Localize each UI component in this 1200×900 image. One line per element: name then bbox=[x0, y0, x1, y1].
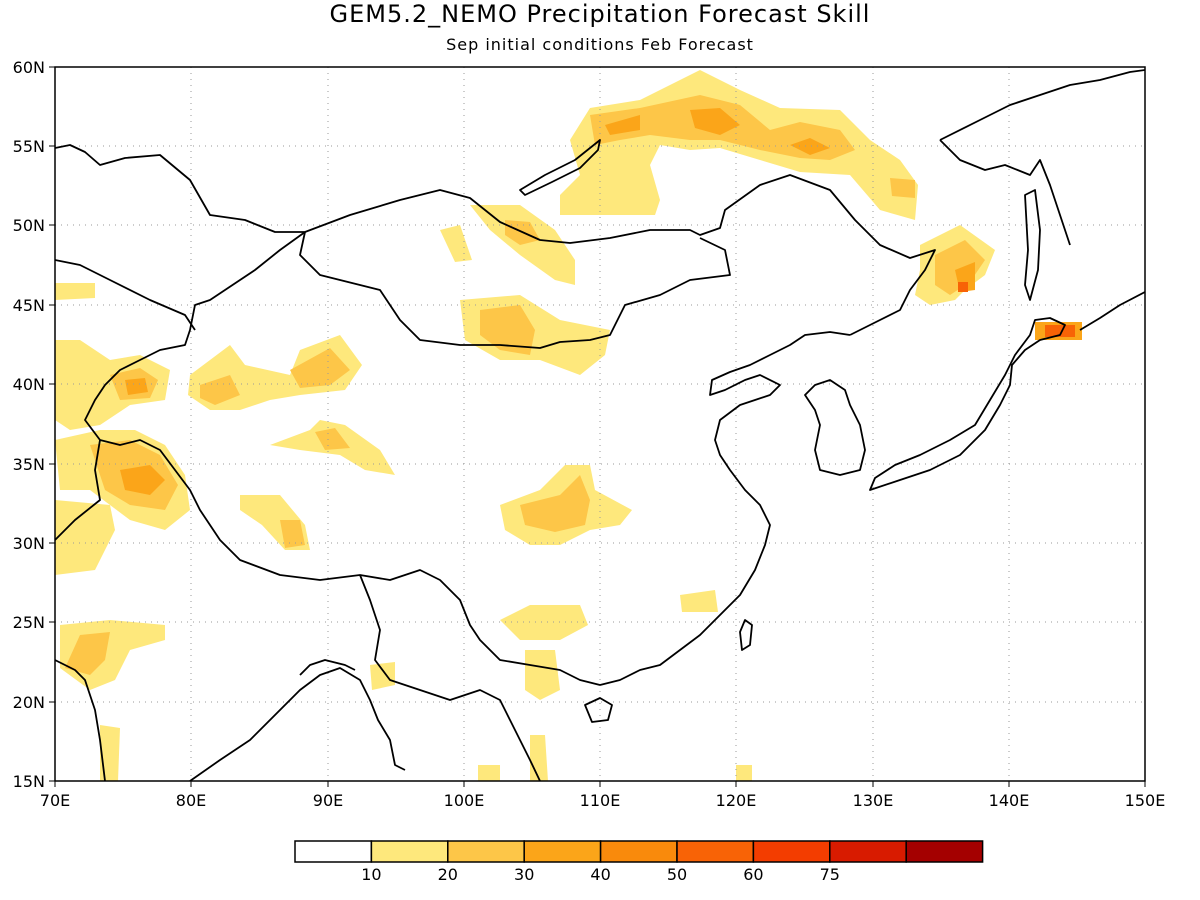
lat-label: 20N bbox=[13, 693, 45, 712]
lat-label: 35N bbox=[13, 455, 45, 474]
skill-region-tianshan-3 bbox=[125, 378, 148, 395]
skill-region-tibet-2 bbox=[280, 520, 305, 548]
skill-region-kashmir-3 bbox=[120, 465, 165, 495]
skill-region-mongolia bbox=[470, 205, 575, 285]
skill-region-manchuria-4 bbox=[958, 282, 968, 292]
legend-swatch bbox=[294, 840, 373, 863]
border-china-west bbox=[84, 231, 601, 686]
lake-baikal bbox=[519, 139, 601, 196]
legend-swatch bbox=[905, 840, 984, 863]
skill-region-gobi-2 bbox=[480, 305, 535, 355]
skill-region-laos bbox=[370, 662, 395, 690]
lat-label: 55N bbox=[13, 137, 45, 156]
skill-region-india-2 bbox=[65, 632, 110, 675]
legend-swatch bbox=[752, 840, 831, 863]
skill-region-tarim-2 bbox=[200, 348, 350, 405]
coast-kuril bbox=[1079, 291, 1145, 331]
lon-label: 110E bbox=[580, 791, 621, 810]
skill-region-qaidam-2 bbox=[315, 428, 350, 450]
skill-region-tianshan bbox=[55, 340, 170, 430]
lon-label: 100E bbox=[444, 791, 485, 810]
skill-region-west-top bbox=[55, 283, 95, 300]
legend-swatch bbox=[370, 840, 449, 863]
legend-label: 10 bbox=[361, 865, 381, 884]
legend-swatch bbox=[447, 840, 525, 863]
skill-region-yunnan bbox=[525, 650, 560, 700]
lat-label: 40N bbox=[13, 375, 45, 394]
axis-ticks bbox=[49, 66, 1146, 787]
coast-sakhalin bbox=[1024, 189, 1041, 301]
skill-region-north-4 bbox=[890, 178, 915, 198]
coast-china-east bbox=[599, 331, 851, 686]
coast-korea bbox=[804, 379, 866, 476]
color-legend: 10 20 30 40 50 60 75 bbox=[294, 840, 984, 884]
border-kazakhstan bbox=[55, 259, 196, 331]
lon-label: 130E bbox=[853, 791, 894, 810]
coast-hainan bbox=[584, 697, 613, 723]
skill-region-guangxi bbox=[500, 605, 588, 640]
skill-region-north-3 bbox=[605, 108, 830, 155]
skill-region-india-3 bbox=[100, 725, 120, 781]
coast-bay-of-bengal bbox=[189, 667, 406, 781]
coast-bangladesh bbox=[299, 659, 356, 676]
lon-label: 70E bbox=[40, 791, 70, 810]
lon-label: 140E bbox=[989, 791, 1030, 810]
legend-swatch bbox=[523, 840, 602, 863]
lon-label: 120E bbox=[716, 791, 757, 810]
lat-labels: 60N 55N 50N 45N 40N 35N 30N 25N 20N 15N bbox=[13, 58, 45, 791]
lat-label: 45N bbox=[13, 296, 45, 315]
lat-label: 15N bbox=[13, 772, 45, 791]
lat-label: 50N bbox=[13, 216, 45, 235]
lon-label: 150E bbox=[1125, 791, 1166, 810]
lat-label: 60N bbox=[13, 58, 45, 77]
coast-taiwan bbox=[739, 619, 753, 651]
coast-india-west bbox=[55, 659, 106, 781]
legend-label: 60 bbox=[743, 865, 763, 884]
border-southeast-asia bbox=[359, 574, 541, 781]
coast-japan bbox=[869, 317, 1066, 491]
border-north bbox=[55, 144, 936, 336]
lat-label: 30N bbox=[13, 534, 45, 553]
coast-siberia-east bbox=[939, 139, 1071, 246]
lon-label: 80E bbox=[176, 791, 206, 810]
lat-label: 25N bbox=[13, 613, 45, 632]
map-subtitle: Sep initial conditions Feb Forecast bbox=[446, 35, 754, 54]
legend-label: 50 bbox=[667, 865, 687, 884]
legend-label: 30 bbox=[514, 865, 534, 884]
skill-region-manchuria-2 bbox=[935, 240, 985, 295]
coast-okhotsk bbox=[939, 69, 1145, 141]
legend-swatch bbox=[599, 840, 678, 863]
lon-label: 90E bbox=[313, 791, 343, 810]
legend-label: 40 bbox=[590, 865, 610, 884]
skill-region-hokkaido-2 bbox=[1045, 325, 1075, 337]
skill-region-pakistan bbox=[55, 500, 115, 575]
legend-swatch bbox=[829, 840, 907, 863]
coastlines-borders bbox=[55, 69, 1145, 781]
skill-shading bbox=[55, 70, 1082, 781]
skill-region-sichuan-2 bbox=[520, 475, 590, 532]
border-mongolia-south bbox=[299, 231, 731, 349]
graticule bbox=[55, 67, 1145, 781]
skill-region-mongolia-3 bbox=[440, 225, 472, 262]
lon-labels: 70E 80E 90E 100E 110E 120E 130E 140E 150… bbox=[40, 791, 1166, 810]
legend-label: 75 bbox=[820, 865, 840, 884]
skill-region-north bbox=[560, 70, 918, 220]
border-himalaya bbox=[55, 439, 101, 541]
map-title: GEM5.2_NEMO Precipitation Forecast Skill bbox=[330, 0, 871, 28]
legend-swatch bbox=[676, 840, 755, 863]
skill-region-hunan bbox=[680, 590, 718, 612]
legend-label: 20 bbox=[438, 865, 458, 884]
skill-region-vietnam bbox=[478, 735, 752, 781]
